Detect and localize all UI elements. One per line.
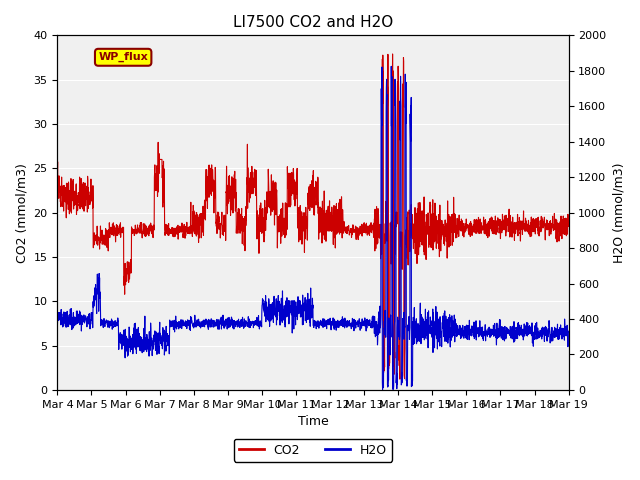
Legend: CO2, H2O: CO2, H2O — [234, 439, 392, 462]
Title: LI7500 CO2 and H2O: LI7500 CO2 and H2O — [233, 15, 393, 30]
Y-axis label: H2O (mmol/m3): H2O (mmol/m3) — [612, 162, 625, 263]
X-axis label: Time: Time — [298, 415, 328, 428]
Text: WP_flux: WP_flux — [99, 52, 148, 62]
Y-axis label: CO2 (mmol/m3): CO2 (mmol/m3) — [15, 163, 28, 263]
